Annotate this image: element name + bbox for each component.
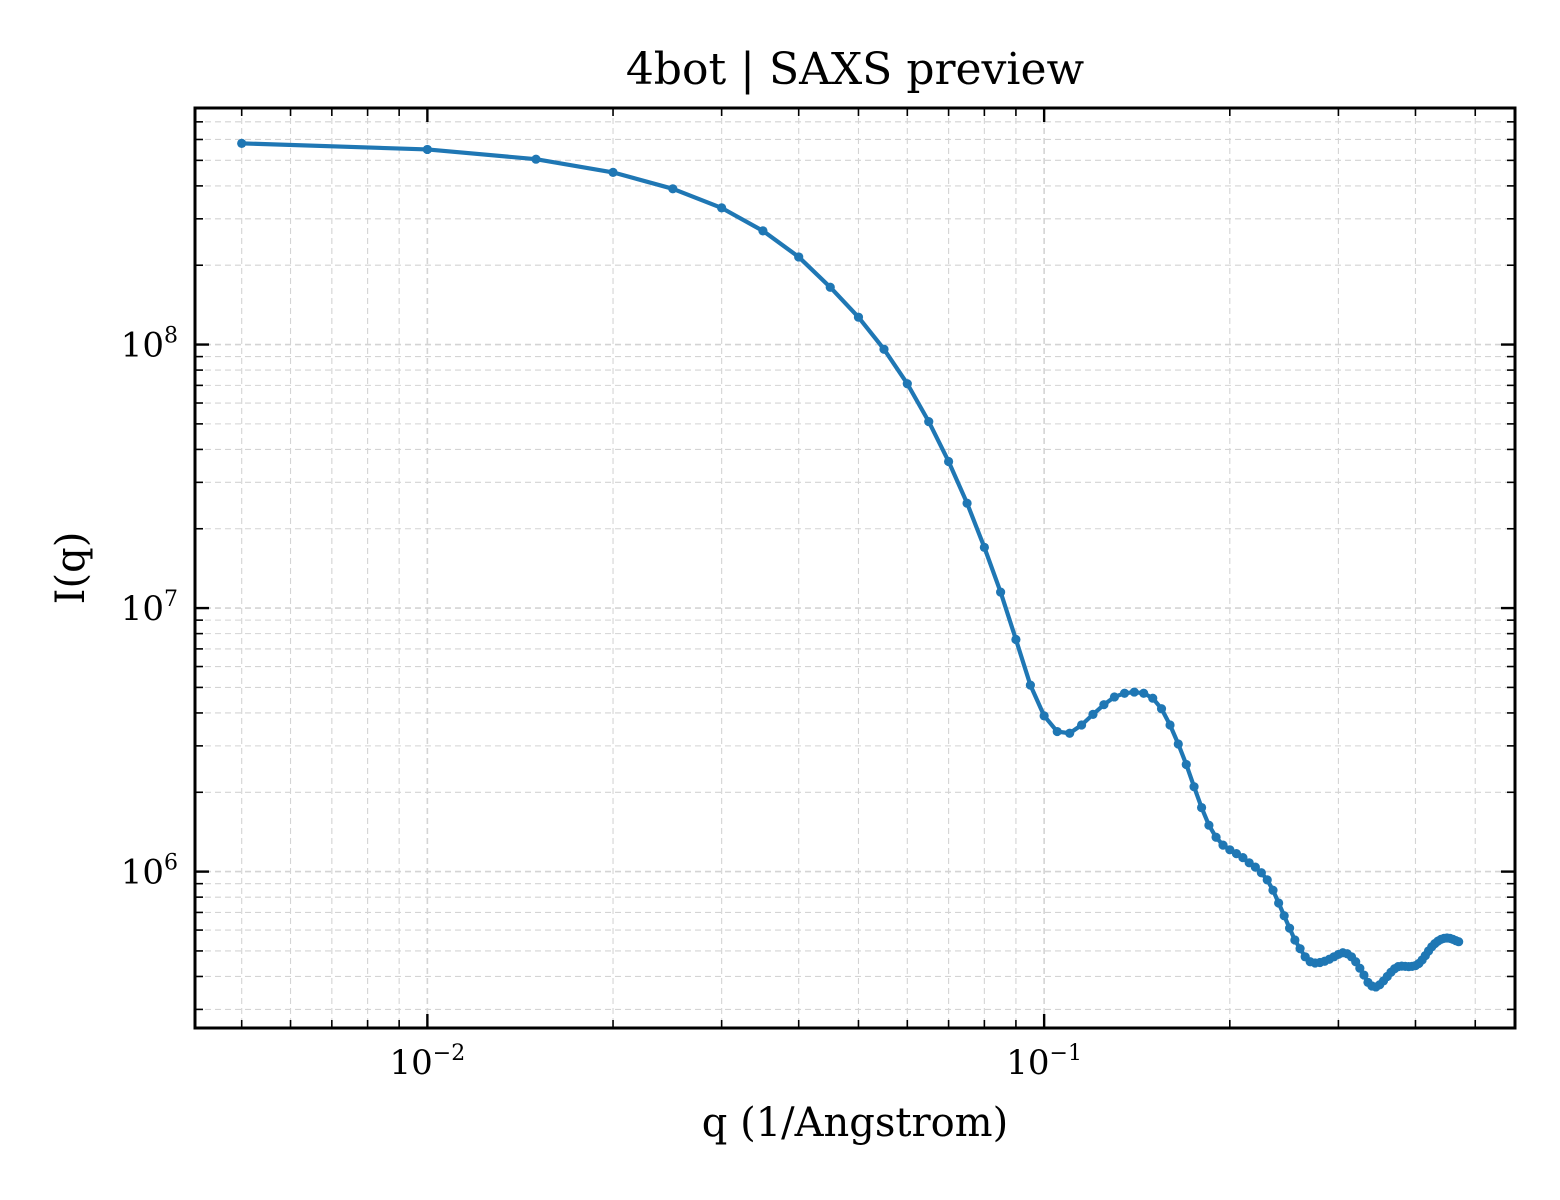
data-point bbox=[1359, 970, 1369, 980]
data-point bbox=[853, 312, 864, 322]
data-point bbox=[758, 226, 768, 236]
data-point bbox=[422, 144, 432, 155]
data-point bbox=[879, 344, 889, 354]
data-point bbox=[1139, 688, 1149, 698]
data-point bbox=[1218, 840, 1228, 850]
data-point bbox=[1295, 944, 1305, 954]
data-point bbox=[794, 252, 804, 262]
data-point bbox=[979, 542, 989, 552]
data-point bbox=[717, 203, 727, 213]
data-point bbox=[1262, 875, 1272, 885]
grid bbox=[195, 108, 1515, 1028]
data-point bbox=[1173, 739, 1183, 749]
data-point bbox=[1156, 704, 1167, 714]
data-point bbox=[1268, 885, 1278, 895]
data-point bbox=[1088, 709, 1098, 719]
data-point bbox=[1181, 759, 1191, 770]
data-point bbox=[1148, 693, 1158, 703]
y-tick-label: 107 bbox=[121, 587, 178, 629]
x-axis-label: q (1/Angstrom) bbox=[702, 1100, 1008, 1146]
data-point bbox=[237, 138, 247, 148]
data-point bbox=[1039, 711, 1049, 721]
data-point bbox=[1065, 728, 1075, 738]
data-point bbox=[944, 456, 954, 467]
data-point bbox=[1189, 782, 1199, 792]
data-point bbox=[1454, 937, 1464, 947]
x-tick-label: 10−2 bbox=[390, 1041, 466, 1083]
data-point bbox=[902, 379, 912, 389]
data-point bbox=[1165, 720, 1175, 730]
data-point bbox=[1256, 868, 1266, 878]
data-point bbox=[1355, 963, 1365, 973]
ticks bbox=[195, 108, 1515, 1028]
data-point bbox=[1274, 898, 1284, 908]
data-point bbox=[1052, 726, 1062, 737]
x-tick-label: 10−1 bbox=[1006, 1041, 1082, 1083]
data-point bbox=[924, 417, 934, 427]
data-point bbox=[1109, 692, 1120, 702]
data-point bbox=[1099, 700, 1109, 710]
data-point bbox=[1129, 687, 1139, 697]
y-tick-label: 108 bbox=[121, 324, 178, 366]
y-tick-label: 106 bbox=[121, 851, 178, 893]
data-point bbox=[1284, 923, 1295, 933]
data-point bbox=[1011, 634, 1021, 645]
data-point bbox=[1211, 832, 1221, 842]
tick-labels: 10−2 10−1 106 107 108 bbox=[121, 324, 1082, 1083]
data-point bbox=[825, 282, 835, 292]
data-point bbox=[531, 154, 541, 164]
data-point bbox=[1196, 802, 1207, 813]
data-point bbox=[962, 498, 972, 508]
series-layer bbox=[237, 138, 1464, 992]
data-point bbox=[1290, 935, 1300, 945]
plot-frame bbox=[193, 106, 1517, 1030]
data-point bbox=[996, 587, 1006, 597]
data-point bbox=[1076, 720, 1087, 730]
data-point bbox=[1204, 820, 1214, 830]
data-point bbox=[608, 167, 618, 178]
data-point bbox=[1119, 688, 1130, 698]
y-axis-label: I(q) bbox=[48, 532, 94, 605]
data-point bbox=[1250, 862, 1260, 872]
data-point bbox=[1025, 680, 1035, 690]
chart-title: 4bot | SAXS preview bbox=[626, 44, 1085, 95]
data-point bbox=[668, 184, 678, 194]
data-point bbox=[1279, 911, 1289, 921]
data-point bbox=[1238, 853, 1248, 863]
